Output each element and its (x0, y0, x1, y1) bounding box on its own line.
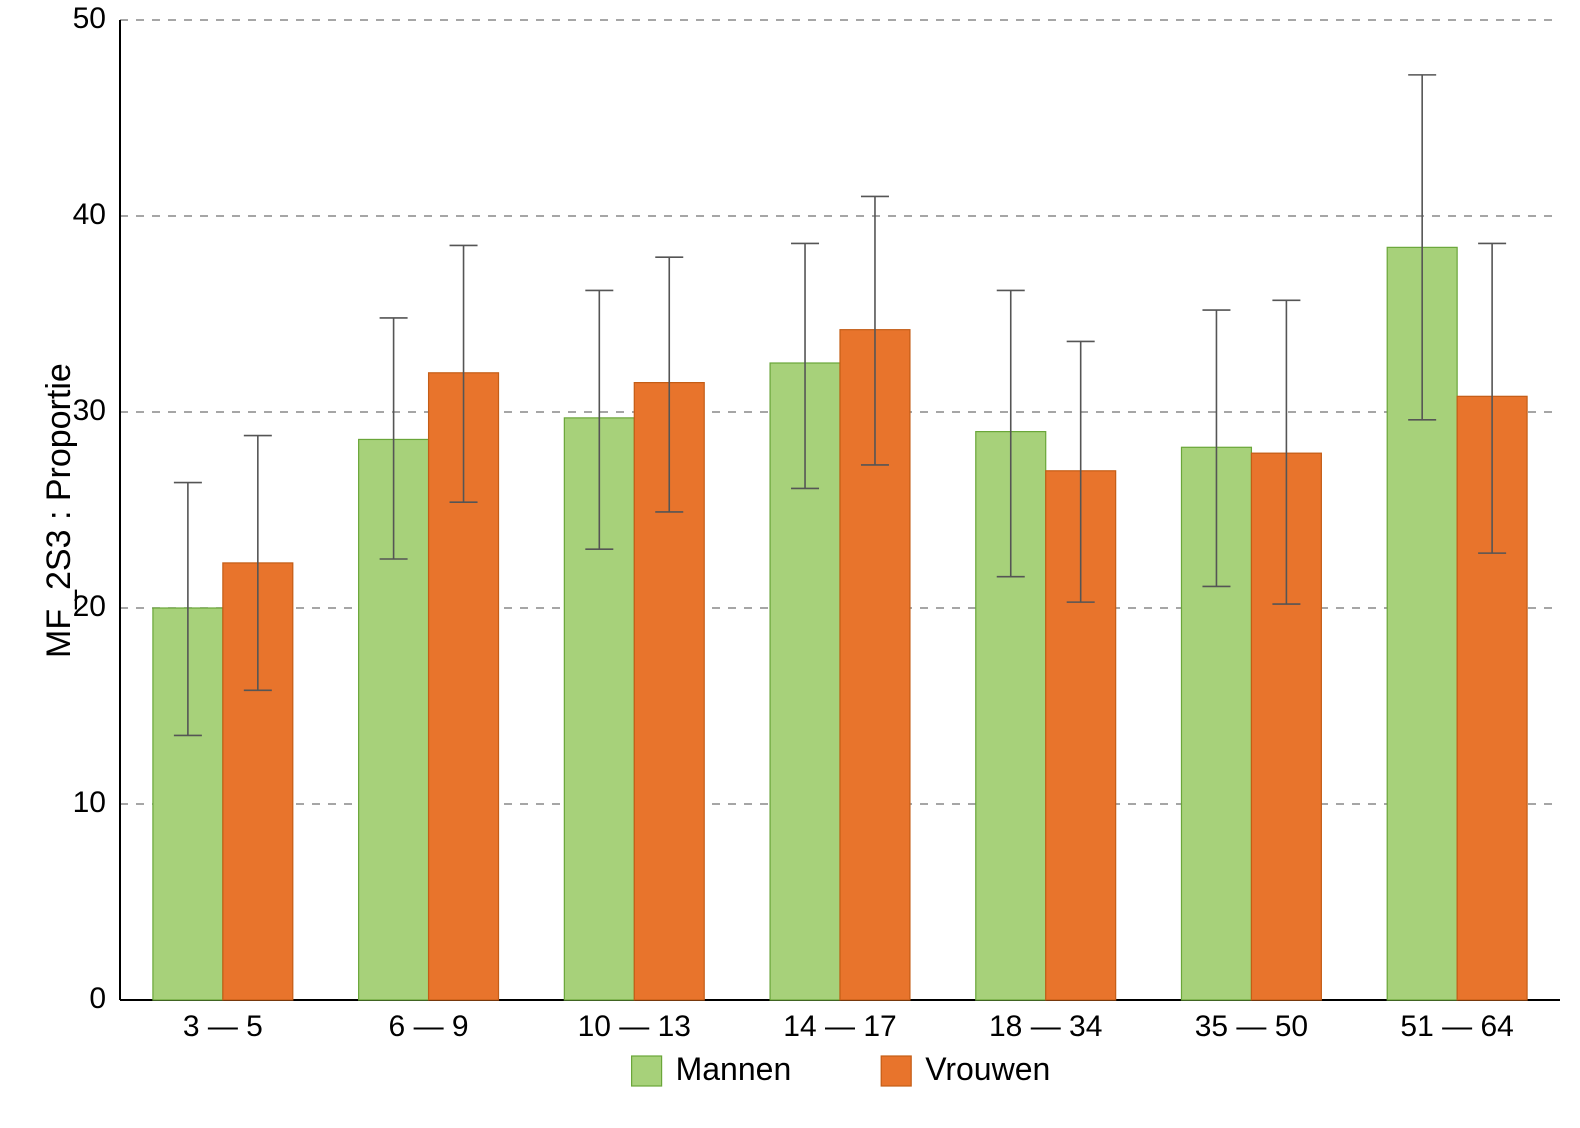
legend-swatch (632, 1056, 662, 1086)
legend-label: Mannen (676, 1051, 792, 1087)
x-tick-label: 10 — 13 (578, 1010, 691, 1043)
y-tick-label: 0 (89, 982, 106, 1015)
y-tick-label: 10 (73, 786, 106, 819)
y-axis-label: MF_2S3 : Proportie (40, 363, 79, 658)
legend-label: Vrouwen (925, 1051, 1050, 1087)
x-tick-label: 3 — 5 (183, 1010, 263, 1043)
x-tick-label: 6 — 9 (389, 1010, 469, 1043)
chart-svg: 010203040503 — 56 — 910 — 1314 — 1718 — … (0, 0, 1580, 1128)
x-tick-label: 51 — 64 (1400, 1010, 1513, 1043)
x-tick-label: 35 — 50 (1195, 1010, 1308, 1043)
y-tick-label: 40 (73, 198, 106, 231)
x-tick-label: 18 — 34 (989, 1010, 1102, 1043)
chart-container: 010203040503 — 56 — 910 — 1314 — 1718 — … (0, 0, 1580, 1128)
y-tick-label: 50 (73, 2, 106, 35)
legend-swatch (881, 1056, 911, 1086)
x-tick-label: 14 — 17 (783, 1010, 896, 1043)
